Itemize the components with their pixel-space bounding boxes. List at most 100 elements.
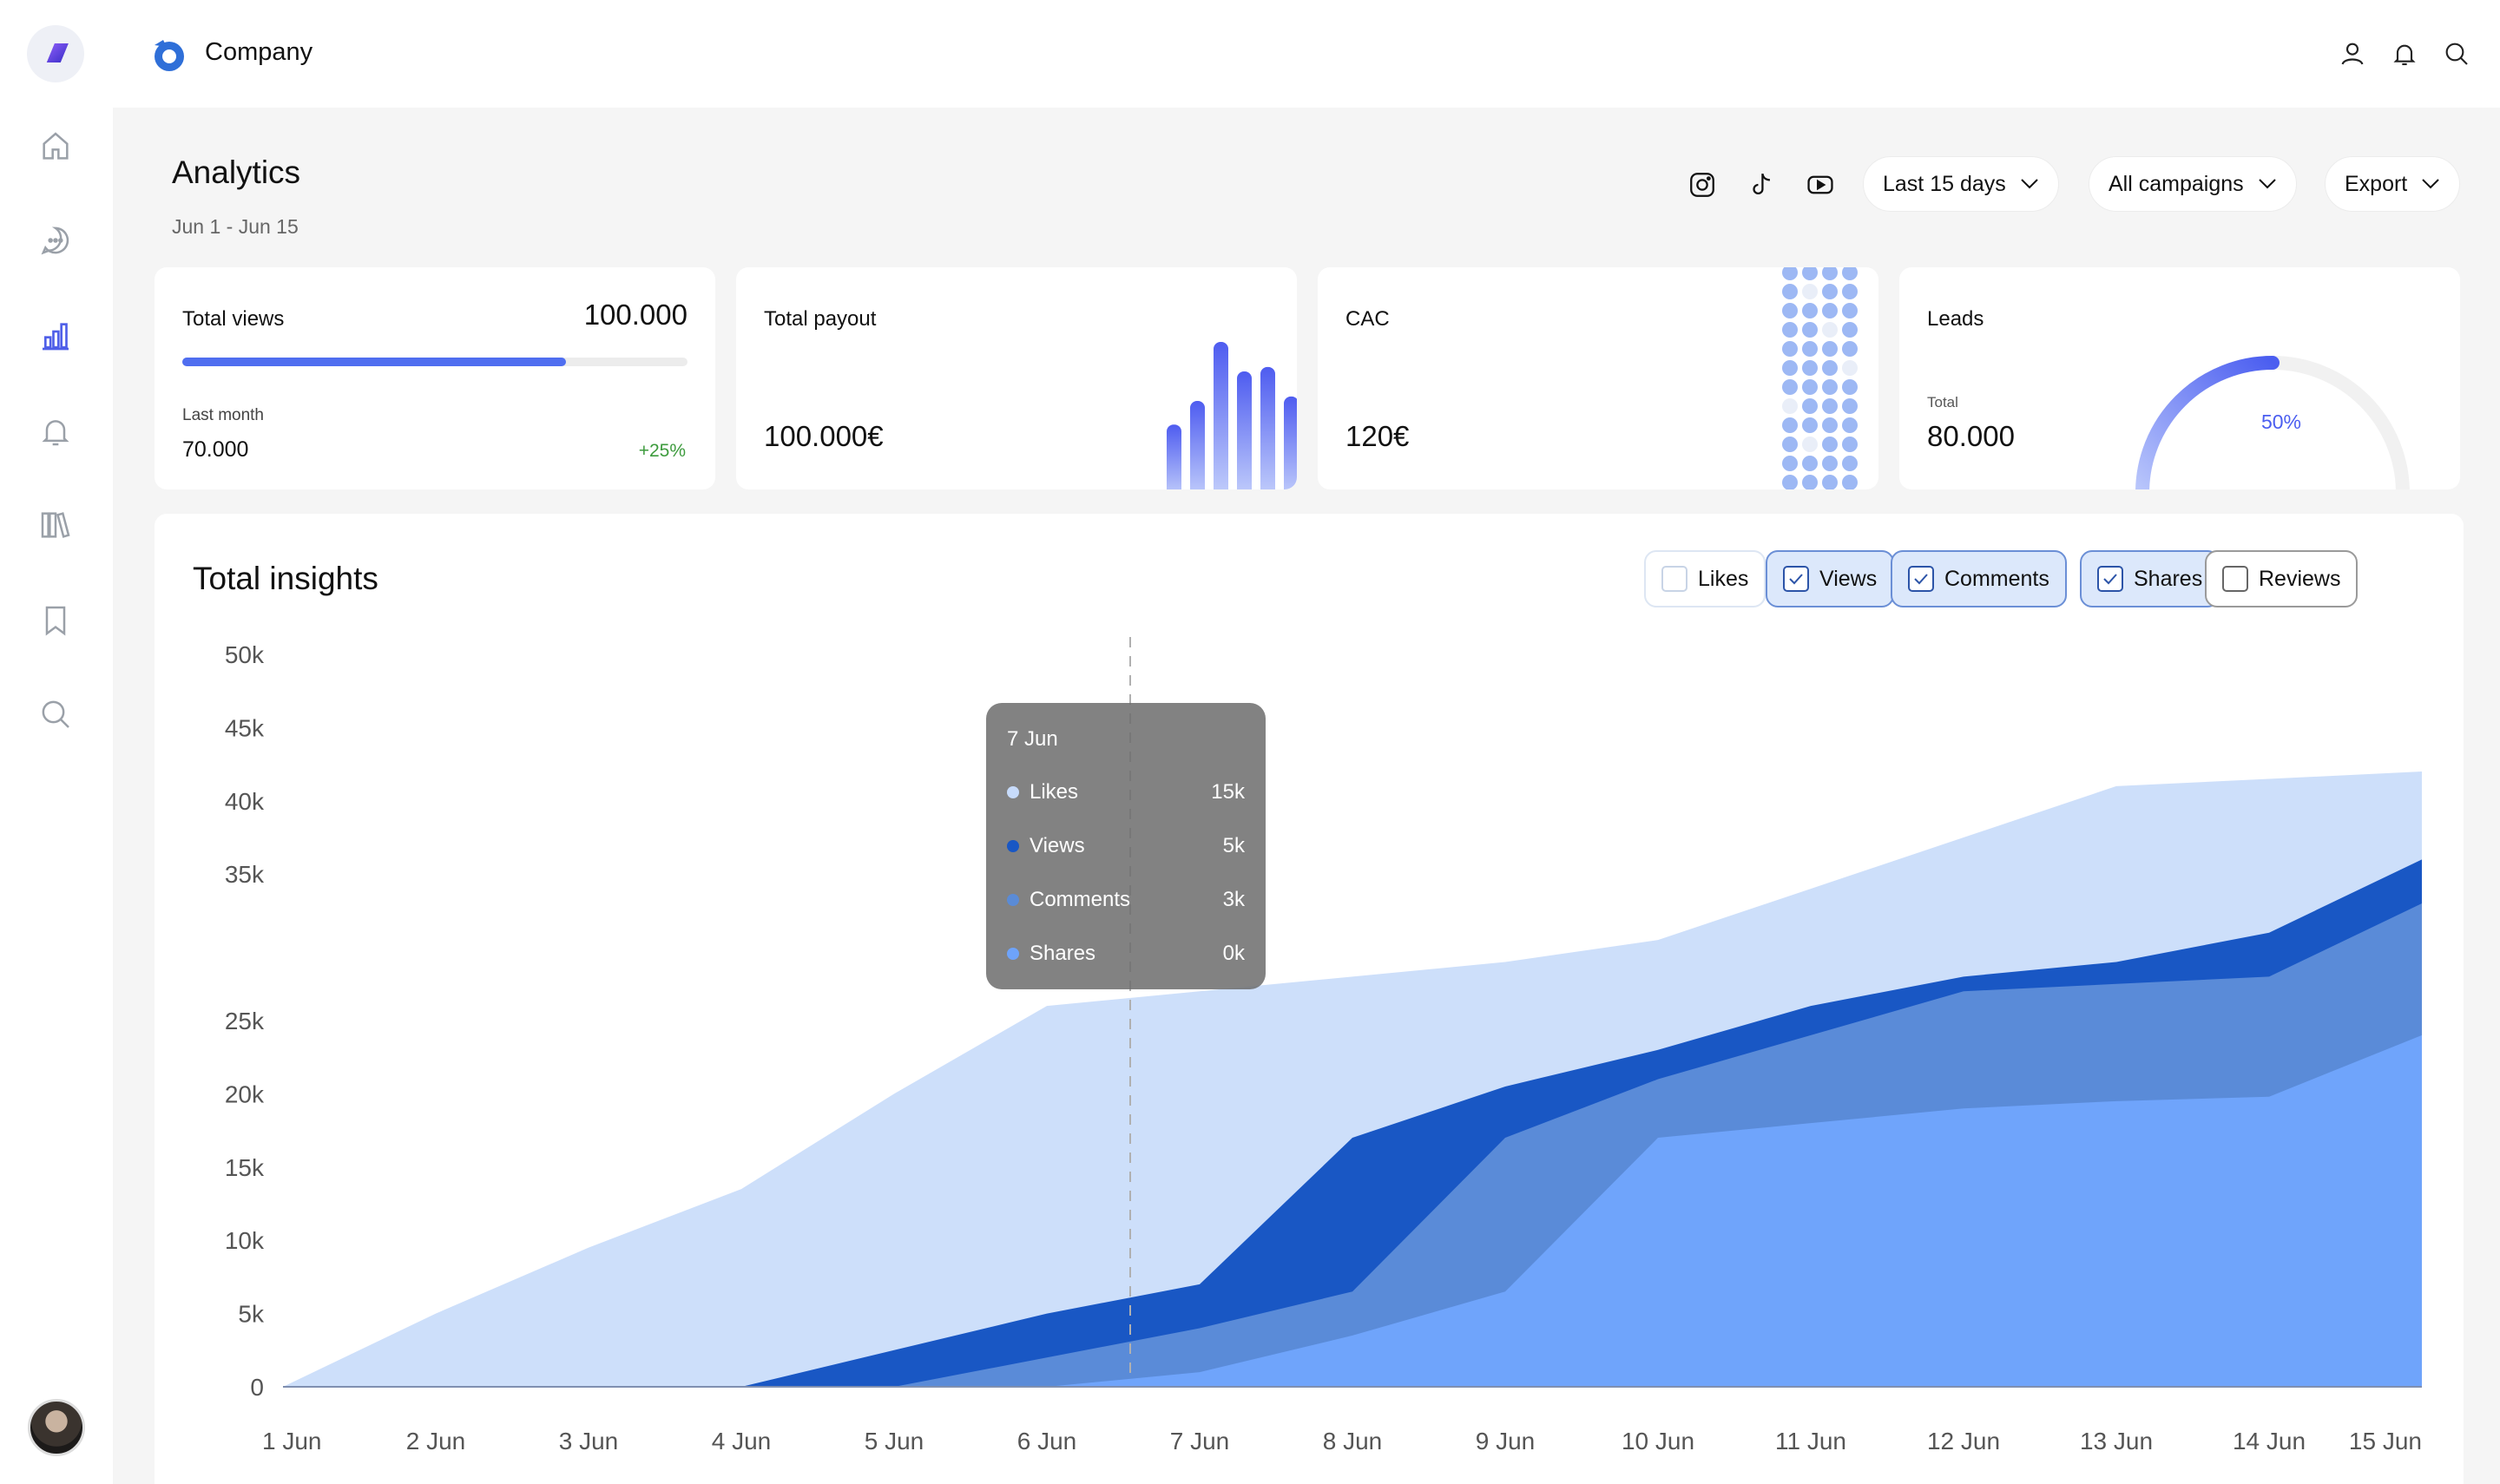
x-tick-label: 15 Jun xyxy=(2349,1428,2422,1454)
cac-dot xyxy=(1782,360,1798,376)
cac-dot xyxy=(1842,341,1858,357)
y-tick-label: 0 xyxy=(250,1374,264,1401)
campaigns-dropdown[interactable]: All campaigns xyxy=(2089,156,2297,212)
home-icon[interactable] xyxy=(36,127,76,167)
cac-dot xyxy=(1802,475,1818,489)
kpi-delta: +25% xyxy=(638,441,686,461)
cac-dot xyxy=(1782,398,1798,414)
instagram-icon[interactable] xyxy=(1682,165,1722,205)
checkbox-checked-icon xyxy=(2097,566,2123,592)
bell-icon[interactable] xyxy=(36,411,76,451)
cac-dot xyxy=(1842,322,1858,338)
cac-dot xyxy=(1822,284,1838,299)
chevron-down-icon xyxy=(2422,179,2439,189)
y-tick-label: 25k xyxy=(225,1008,265,1034)
payout-bar-chart xyxy=(1167,342,1297,489)
x-tick-label: 1 Jun xyxy=(262,1428,322,1454)
kpi-label: Total views xyxy=(182,307,285,331)
payout-bar xyxy=(1190,401,1205,489)
topbar: Company xyxy=(113,0,2500,108)
chat-icon[interactable] xyxy=(36,220,76,260)
cac-dot xyxy=(1822,437,1838,452)
cac-dot xyxy=(1822,417,1838,433)
toggle-label: Reviews xyxy=(2259,566,2341,591)
cac-dot xyxy=(1802,398,1818,414)
toggle-comments[interactable]: Comments xyxy=(1891,550,2067,607)
company-logo-icon xyxy=(155,40,184,71)
x-tick-label: 11 Jun xyxy=(1775,1428,1846,1454)
x-tick-label: 9 Jun xyxy=(1476,1428,1536,1454)
notification-icon[interactable] xyxy=(2387,36,2422,71)
search-icon[interactable] xyxy=(2439,36,2474,71)
cac-dot xyxy=(1822,341,1838,357)
toggle-reviews[interactable]: Reviews xyxy=(2205,550,2359,607)
cac-dot xyxy=(1842,437,1858,452)
company-name[interactable]: Company xyxy=(205,38,313,66)
x-tick-label: 7 Jun xyxy=(1170,1428,1230,1454)
cac-dot xyxy=(1822,456,1838,471)
cac-dot xyxy=(1842,475,1858,489)
period-dropdown[interactable]: Last 15 days xyxy=(1863,156,2059,212)
cac-dot xyxy=(1802,322,1818,338)
payout-bar xyxy=(1284,396,1297,489)
cac-dot xyxy=(1822,322,1838,338)
kpi-card-total-views[interactable]: Total views 100.000 Last month 70.000 +2… xyxy=(155,267,715,489)
cac-dot xyxy=(1782,267,1798,280)
tiktok-icon[interactable] xyxy=(1741,165,1781,205)
toggle-likes[interactable]: Likes xyxy=(1644,550,1766,607)
toggle-label: Views xyxy=(1819,566,1878,591)
user-icon[interactable] xyxy=(2335,36,2370,71)
cac-dot xyxy=(1802,417,1818,433)
toggle-shares[interactable]: Shares xyxy=(2080,550,2220,607)
search-icon[interactable] xyxy=(36,694,76,734)
checkbox-icon xyxy=(1661,566,1688,592)
y-tick-label: 10k xyxy=(225,1227,265,1254)
cac-dot xyxy=(1802,379,1818,395)
chevron-down-icon xyxy=(2258,179,2276,189)
kpi-card-total-payout[interactable]: Total payout 100.000€ xyxy=(736,267,1297,489)
x-tick-label: 5 Jun xyxy=(865,1428,924,1454)
cac-dot xyxy=(1822,360,1838,376)
analytics-icon[interactable] xyxy=(36,316,76,356)
tooltip-value: 5k xyxy=(1222,834,1245,857)
progress-fill xyxy=(182,358,567,366)
cac-dot xyxy=(1802,341,1818,357)
bookmark-icon[interactable] xyxy=(36,601,76,640)
y-tick-label: 50k xyxy=(225,641,265,668)
y-tick-label: 45k xyxy=(225,714,265,741)
cac-dot xyxy=(1782,303,1798,318)
cac-dot xyxy=(1822,398,1838,414)
cac-dot xyxy=(1802,267,1818,280)
insights-title: Total insights xyxy=(193,561,378,596)
cac-dot xyxy=(1822,379,1838,395)
date-range-label: Jun 1 - Jun 15 xyxy=(172,215,299,238)
area-series-shares xyxy=(283,1034,2422,1387)
legend-dot xyxy=(1007,948,1019,960)
x-tick-label: 2 Jun xyxy=(406,1428,466,1454)
library-icon[interactable] xyxy=(36,505,76,545)
chart-tooltip: 7 Jun Likes 15k Views 5k Comments 3k Shares 0k xyxy=(986,703,1266,989)
leads-gauge: 50% xyxy=(2135,356,2410,489)
checkbox-icon xyxy=(2222,566,2248,592)
kpi-value: 100.000€ xyxy=(764,420,884,452)
sidebar xyxy=(0,0,113,1484)
gauge-percent: 50% xyxy=(2261,410,2301,433)
legend-dot xyxy=(1007,786,1019,798)
kpi-card-cac[interactable]: CAC 120€ xyxy=(1318,267,1878,489)
youtube-icon[interactable] xyxy=(1800,165,1840,205)
tooltip-date: 7 Jun xyxy=(1007,727,1058,751)
cac-dot-pattern xyxy=(1782,267,1858,489)
tooltip-row: Views 5k xyxy=(1007,833,1245,859)
cac-dot xyxy=(1802,437,1818,452)
x-tick-label: 4 Jun xyxy=(712,1428,772,1454)
kpi-card-leads[interactable]: Leads Total 80.000 50% xyxy=(1899,267,2460,489)
export-dropdown[interactable]: Export xyxy=(2325,156,2461,212)
app-logo[interactable] xyxy=(27,25,84,82)
x-tick-label: 13 Jun xyxy=(2080,1428,2153,1454)
toggle-views[interactable]: Views xyxy=(1766,550,1895,607)
x-tick-label: 6 Jun xyxy=(1017,1428,1077,1454)
legend-dot xyxy=(1007,894,1019,906)
checkbox-checked-icon xyxy=(1908,566,1934,592)
cac-dot xyxy=(1842,379,1858,395)
user-avatar[interactable] xyxy=(28,1399,85,1456)
